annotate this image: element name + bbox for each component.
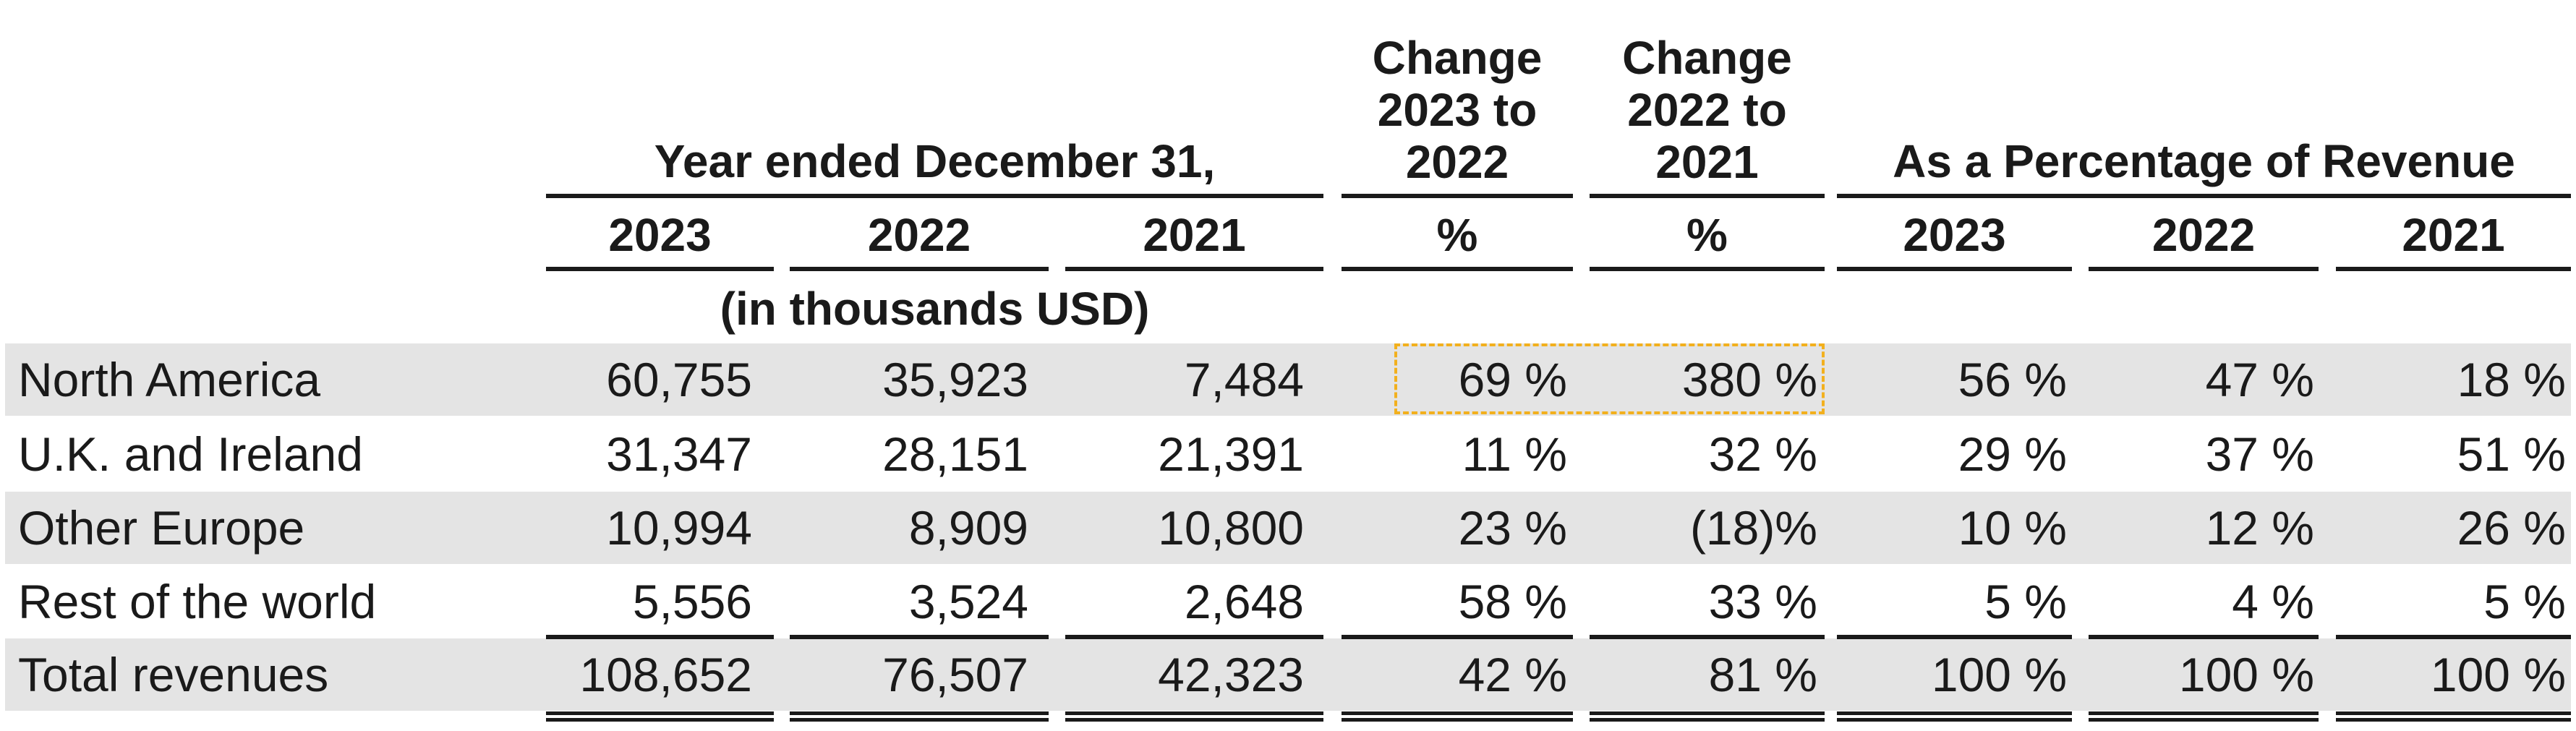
row-label-other-europe: Other Europe (18, 501, 305, 555)
cell-total-2021: 42,323 (1158, 648, 1304, 701)
cell-na-2021: 7,484 (1184, 353, 1304, 406)
cell-row-change-2023: 58 % (1458, 575, 1567, 628)
cell-uk-2021: 21,391 (1158, 427, 1304, 481)
cell-na-pct-2023: 56 % (1958, 353, 2067, 406)
rule-subtotal-pct-2023 (1837, 635, 2072, 639)
cell-uk-change-2022: 32 % (1708, 427, 1817, 481)
rule-col-pct-2021 (2336, 267, 2571, 271)
cell-row-2022: 3,524 (908, 575, 1028, 628)
cell-na-2023: 60,755 (606, 353, 752, 406)
cell-row-pct-2021: 5 % (2483, 575, 2566, 628)
cell-row-change-2022: 33 % (1708, 575, 1817, 628)
double-rule-total-pct-2023 (1837, 711, 2072, 722)
cell-uk-pct-2022: 37 % (2205, 427, 2314, 481)
cell-oe-change-2023: 23 % (1458, 501, 1567, 555)
double-rule-total-pct-2021 (2336, 711, 2571, 722)
rule-group-pct (1837, 194, 2571, 198)
double-rule-total-change-2022 (1590, 711, 1825, 722)
double-rule-total-2021 (1065, 711, 1323, 722)
cell-na-pct-2022: 47 % (2205, 353, 2314, 406)
header-change-2022-line1: Change (1622, 32, 1792, 84)
rule-subtotal-pct-2021 (2336, 635, 2571, 639)
row-label-uk-ireland: U.K. and Ireland (18, 427, 363, 481)
rule-col-change-2022 (1590, 267, 1825, 271)
header-change-2023-line1: Change (1372, 32, 1543, 84)
col-header-change-2023-pct: % (1436, 209, 1478, 261)
cell-na-change-2022: 380 % (1681, 353, 1817, 406)
cell-total-pct-2021: 100 % (2430, 648, 2566, 701)
rule-subtotal-2021 (1065, 635, 1323, 639)
rule-group-year (546, 194, 1323, 198)
header-change-2022-line3: 2021 (1655, 136, 1759, 188)
cell-oe-2021: 10,800 (1158, 501, 1304, 555)
rule-subtotal-change-2022 (1590, 635, 1825, 639)
row-label-north-america: North America (18, 353, 321, 406)
cell-total-change-2023: 42 % (1458, 648, 1567, 701)
col-header-2023: 2023 (608, 209, 712, 261)
double-rule-total-2023 (546, 711, 774, 722)
col-header-pct-2023: 2023 (1903, 209, 2006, 261)
rule-col-2022 (790, 267, 1049, 271)
cell-row-pct-2022: 4 % (2232, 575, 2314, 628)
rule-col-2021 (1065, 267, 1323, 271)
header-year-ended: Year ended December 31, (654, 135, 1216, 187)
col-header-pct-2021: 2021 (2402, 209, 2505, 261)
rule-col-pct-2022 (2089, 267, 2319, 271)
col-header-2021: 2021 (1143, 209, 1246, 261)
cell-total-change-2022: 81 % (1708, 648, 1817, 701)
cell-oe-2023: 10,994 (606, 501, 752, 555)
cell-na-pct-2021: 18 % (2457, 353, 2566, 406)
header-change-2023-line3: 2022 (1405, 136, 1509, 188)
cell-uk-2022: 28,151 (882, 427, 1028, 481)
cell-total-2023: 108,652 (579, 648, 752, 701)
cell-na-change-2023: 69 % (1458, 353, 1567, 406)
rule-subtotal-pct-2022 (2089, 635, 2319, 639)
cell-oe-pct-2021: 26 % (2457, 501, 2566, 555)
row-label-total-revenues: Total revenues (18, 648, 329, 701)
rule-group-change-2023 (1342, 194, 1573, 198)
header-change-2022-line2: 2022 to (1627, 84, 1787, 136)
cell-oe-change-2022: (18)% (1689, 501, 1817, 555)
cell-row-2023: 5,556 (632, 575, 752, 628)
highlight-north-america-change-cells (1394, 343, 1825, 414)
cell-uk-2023: 31,347 (606, 427, 752, 481)
rule-col-change-2023 (1342, 267, 1573, 271)
cell-oe-pct-2023: 10 % (1958, 501, 2067, 555)
double-rule-total-2022 (790, 711, 1049, 722)
header-pct-revenue: As a Percentage of Revenue (1893, 135, 2515, 187)
cell-oe-pct-2022: 12 % (2205, 501, 2314, 555)
cell-total-pct-2023: 100 % (1931, 648, 2067, 701)
rule-subtotal-2022 (790, 635, 1049, 639)
cell-oe-2022: 8,909 (908, 501, 1028, 555)
row-label-rest-of-world: Rest of the world (18, 575, 377, 628)
cell-na-2022: 35,923 (882, 353, 1028, 406)
row-shade-total-revenues (5, 638, 2571, 711)
cell-total-pct-2022: 100 % (2178, 648, 2314, 701)
cell-uk-pct-2023: 29 % (1958, 427, 2067, 481)
rule-subtotal-2023 (546, 635, 774, 639)
cell-row-pct-2023: 5 % (1984, 575, 2067, 628)
col-header-pct-2022: 2022 (2151, 209, 2256, 261)
rule-col-2023 (546, 267, 774, 271)
units-label: (in thousands USD) (720, 283, 1150, 335)
col-header-change-2022-pct: % (1686, 209, 1728, 261)
col-header-2022: 2022 (867, 209, 971, 261)
rule-subtotal-change-2023 (1342, 635, 1573, 639)
row-shade-other-europe (5, 492, 2571, 564)
cell-uk-pct-2021: 51 % (2457, 427, 2566, 481)
header-change-2023-line2: 2023 to (1377, 84, 1538, 136)
cell-row-2021: 2,648 (1184, 575, 1304, 628)
rule-group-change-2022 (1590, 194, 1825, 198)
double-rule-total-change-2023 (1342, 711, 1573, 722)
cell-total-2022: 76,507 (882, 648, 1028, 701)
row-shade-north-america (5, 343, 2571, 416)
cell-uk-change-2023: 11 % (1462, 427, 1567, 481)
rule-col-pct-2023 (1837, 267, 2072, 271)
double-rule-total-pct-2022 (2089, 711, 2319, 722)
